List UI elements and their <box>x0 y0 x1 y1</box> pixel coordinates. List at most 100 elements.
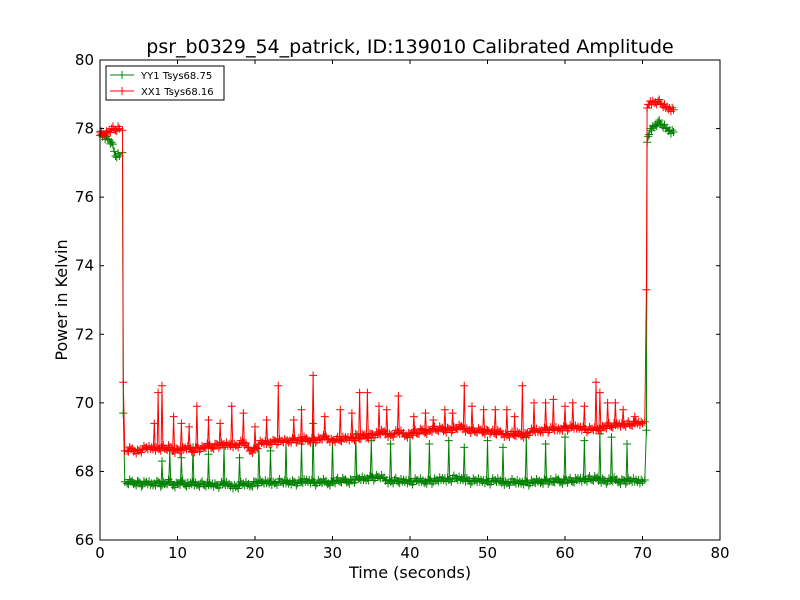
x-axis: 0 10 20 30 40 50 60 70 80 <box>95 60 730 562</box>
plot-area <box>96 95 678 493</box>
spike-point <box>239 409 248 418</box>
data-point <box>655 95 664 104</box>
spike-point <box>510 412 519 421</box>
spike-point <box>169 412 178 421</box>
spike-point <box>386 440 395 448</box>
data-point <box>110 147 119 156</box>
spike-point <box>603 398 612 407</box>
spike-point <box>154 388 163 397</box>
legend-box <box>105 65 225 101</box>
spike-point <box>158 381 166 390</box>
data-point <box>119 409 128 418</box>
spike-point <box>561 433 569 442</box>
spike-point <box>150 419 159 428</box>
spike-point <box>607 433 616 442</box>
x-tick-label: 30 <box>323 544 342 562</box>
y-tick-label: 72 <box>75 325 94 343</box>
x-axis-label: Time (seconds) <box>348 563 471 582</box>
data-point <box>643 104 652 112</box>
x-tick-label: 0 <box>95 544 105 562</box>
spike-point <box>491 405 500 414</box>
spike-point <box>468 402 476 411</box>
spike-point <box>409 412 418 421</box>
x-tick-label: 20 <box>245 544 264 562</box>
legend-marker <box>118 71 126 79</box>
series-1 <box>96 95 678 458</box>
spike-point <box>347 409 356 418</box>
data-point <box>234 484 243 493</box>
spike-point <box>177 419 186 428</box>
spike-point <box>623 440 631 448</box>
spike-point <box>611 398 620 407</box>
spike-point <box>309 419 318 428</box>
y-tick-label: 70 <box>75 394 94 412</box>
spike-point <box>440 405 449 414</box>
spike-point <box>568 398 577 407</box>
spike-point <box>204 450 213 459</box>
data-point <box>655 116 664 125</box>
spike-point <box>266 446 275 455</box>
spike-point <box>185 422 194 431</box>
x-tick-label: 50 <box>478 544 497 562</box>
spike-point <box>204 416 213 424</box>
data-point <box>447 477 456 486</box>
spike-point <box>309 371 318 380</box>
data-point <box>118 126 127 135</box>
spike-point <box>460 443 469 452</box>
spike-point <box>158 457 166 466</box>
spike-point <box>460 381 469 390</box>
spike-point <box>630 412 639 421</box>
data-point <box>505 481 514 490</box>
spike-point <box>580 436 589 445</box>
spike-point <box>541 398 550 407</box>
legend: YY1 Tsys68.75 XX1 Tsys68.16 <box>105 65 225 101</box>
data-point <box>524 431 533 440</box>
spike-point <box>320 412 329 421</box>
spike-point <box>192 402 201 411</box>
data-point <box>137 448 146 457</box>
spike-point <box>421 409 430 418</box>
spike-point <box>518 381 527 390</box>
spike-point <box>444 436 453 445</box>
data-point <box>119 378 128 387</box>
data-point <box>668 103 677 112</box>
spike-point <box>262 416 271 424</box>
y-tick-label: 80 <box>75 51 94 69</box>
spike-point <box>530 398 538 407</box>
x-tick-label: 10 <box>168 544 187 562</box>
legend-label: YY1 Tsys68.75 <box>140 71 212 82</box>
data-point <box>389 433 398 442</box>
data-point <box>253 444 262 453</box>
data-point <box>178 476 187 485</box>
spike-point <box>592 378 600 387</box>
spike-point <box>561 402 569 411</box>
spike-point <box>177 453 186 462</box>
spike-point <box>479 405 488 414</box>
data-point <box>644 132 653 141</box>
y-tick-label: 74 <box>75 257 94 275</box>
spike-point <box>274 381 283 390</box>
y-tick-label: 66 <box>75 531 94 549</box>
data-point <box>107 138 116 147</box>
data-point <box>640 476 649 484</box>
data-point <box>209 445 218 454</box>
spike-point <box>499 443 507 452</box>
x-tick-label: 60 <box>555 544 574 562</box>
data-point <box>668 126 677 135</box>
spike-point <box>580 402 589 411</box>
spike-point <box>251 422 259 431</box>
spike-point <box>227 402 236 411</box>
x-tick-label: 80 <box>710 544 729 562</box>
data-point <box>137 482 146 491</box>
y-tick-label: 68 <box>75 462 94 480</box>
spike-point <box>382 405 391 414</box>
spike-point <box>448 409 457 418</box>
data-point <box>642 426 651 435</box>
legend-label: XX1 Tsys68.16 <box>141 87 214 98</box>
y-tick-label: 76 <box>75 188 94 206</box>
y-axis: 66 68 70 72 74 76 78 80 <box>75 51 720 549</box>
spike-point <box>502 405 511 414</box>
data-point <box>190 448 199 457</box>
x-tick-label: 70 <box>633 544 652 562</box>
